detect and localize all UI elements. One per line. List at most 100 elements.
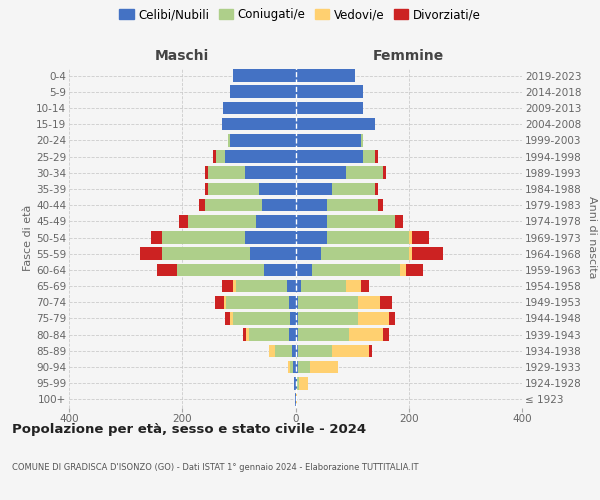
Text: COMUNE DI GRADISCA D'ISONZO (GO) - Dati ISTAT 1° gennaio 2024 - Elaborazione TUT: COMUNE DI GRADISCA D'ISONZO (GO) - Dati … [12,462,419,471]
Bar [349,328,383,341]
Bar [296,312,298,325]
Bar [262,199,296,211]
Bar [269,344,275,357]
Bar [321,248,409,260]
Bar [250,248,296,260]
Bar [230,86,296,98]
Bar [332,182,375,195]
Bar [406,264,423,276]
Text: Femmine: Femmine [373,48,445,62]
Bar [296,344,298,357]
Bar [179,215,188,228]
Bar [290,312,296,325]
Bar [358,296,380,308]
Bar [369,344,372,357]
Bar [296,280,301,292]
Bar [199,199,205,211]
Bar [295,377,296,390]
Bar [412,231,428,244]
Bar [375,150,377,163]
Bar [208,166,245,179]
Bar [230,312,233,325]
Bar [298,328,349,341]
Bar [298,296,358,308]
Bar [214,150,216,163]
Y-axis label: Fasce di età: Fasce di età [23,204,33,270]
Bar [296,248,321,260]
Bar [176,264,265,276]
Bar [326,231,409,244]
Bar [299,377,308,390]
Bar [296,150,364,163]
Bar [188,215,256,228]
Bar [287,360,290,374]
Bar [226,296,289,308]
Bar [225,150,296,163]
Bar [245,231,296,244]
Bar [236,280,287,292]
Y-axis label: Anni di nascita: Anni di nascita [587,196,597,279]
Bar [296,166,346,179]
Bar [409,248,412,260]
Bar [205,182,208,195]
Bar [326,215,395,228]
Bar [163,248,250,260]
Bar [296,182,332,195]
Bar [296,360,298,374]
Bar [310,360,338,374]
Bar [215,296,224,308]
Bar [233,70,296,82]
Bar [205,199,262,211]
Bar [346,280,361,292]
Bar [259,182,296,195]
Bar [245,166,296,179]
Bar [358,312,389,325]
Bar [375,182,377,195]
Bar [227,134,230,146]
Bar [225,312,230,325]
Bar [326,199,377,211]
Bar [296,231,326,244]
Bar [400,264,406,276]
Bar [296,377,299,390]
Bar [296,118,375,130]
Bar [222,280,233,292]
Bar [140,248,163,260]
Bar [233,280,236,292]
Bar [216,150,225,163]
Bar [383,166,386,179]
Bar [296,134,361,146]
Bar [208,182,259,195]
Bar [332,344,369,357]
Bar [290,360,293,374]
Bar [383,328,389,341]
Bar [275,344,292,357]
Bar [222,118,296,130]
Bar [296,102,364,114]
Bar [244,328,246,341]
Bar [289,296,296,308]
Legend: Celibi/Nubili, Coniugati/e, Vedovi/e, Divorziati/e: Celibi/Nubili, Coniugati/e, Vedovi/e, Di… [117,6,483,24]
Bar [289,328,296,341]
Bar [249,328,289,341]
Bar [292,344,296,357]
Bar [287,280,296,292]
Bar [246,328,249,341]
Bar [389,312,395,325]
Bar [296,393,297,406]
Bar [364,150,375,163]
Bar [412,248,443,260]
Bar [298,312,358,325]
Bar [163,231,245,244]
Bar [346,166,383,179]
Bar [301,280,346,292]
Bar [205,166,208,179]
Bar [296,264,313,276]
Bar [296,215,326,228]
Bar [380,296,392,308]
Text: Maschi: Maschi [155,48,209,62]
Bar [230,134,296,146]
Bar [256,215,296,228]
Bar [223,102,296,114]
Bar [361,134,364,146]
